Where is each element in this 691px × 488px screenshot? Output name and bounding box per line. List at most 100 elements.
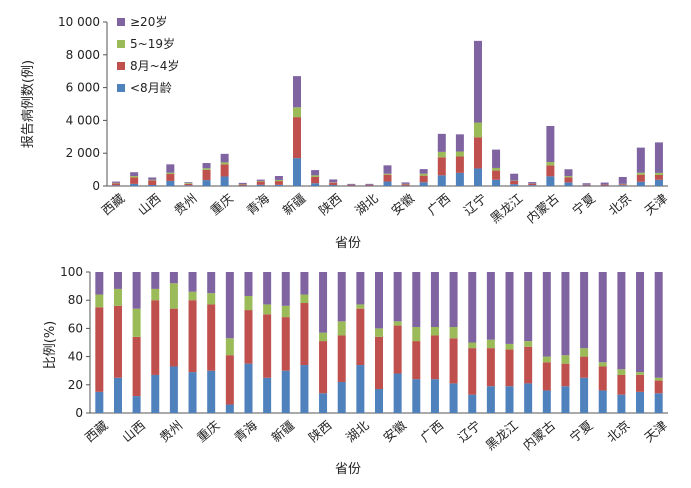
bar-segment-lt8m: [225, 404, 234, 413]
bar-segment-ge20: [473, 40, 482, 123]
bar-segment-lt8m: [636, 391, 645, 413]
bar-segment-m8to4y: [202, 169, 211, 181]
category-label: 贵州: [156, 417, 185, 445]
bar-segment-lt8m: [473, 168, 482, 186]
bar-segment-m8to4y: [281, 317, 290, 371]
category-label: 青海: [231, 417, 260, 445]
bar-segment-lt8m: [95, 391, 104, 413]
y-tick-label: 80: [68, 293, 83, 307]
bar-segment-m8to4y: [356, 308, 365, 366]
bar-segment-y5to19: [636, 372, 645, 375]
category-label: 宁夏: [569, 190, 598, 218]
bar-segment-ge20: [598, 272, 607, 363]
bar-segment-lt8m: [449, 383, 458, 413]
bar-segment-ge20: [561, 272, 570, 356]
bar-segment-m8to4y: [300, 303, 309, 366]
y-tick-label: 10 000: [58, 15, 100, 29]
bar-segment-m8to4y: [112, 183, 121, 186]
bar-segment-ge20: [492, 149, 501, 168]
bar-segment-m8to4y: [238, 184, 247, 186]
bar-segment-y5to19: [564, 176, 573, 178]
bar-segment-ge20: [654, 272, 663, 378]
bar-segment-lt8m: [169, 366, 178, 413]
y-tick-label: 0: [92, 179, 100, 193]
bar-segment-lt8m: [263, 377, 272, 413]
bar-segment-y5to19: [244, 295, 253, 311]
bar-segment-ge20: [505, 272, 514, 344]
bar-segment-ge20: [600, 182, 609, 185]
y-tick-label: 0: [75, 406, 83, 420]
category-label: 广西: [424, 190, 453, 218]
bar-segment-m8to4y: [329, 182, 338, 186]
bar-segment-y5to19: [383, 173, 392, 175]
bar-segment-lt8m: [113, 377, 122, 413]
bar-segment-lt8m: [319, 393, 328, 413]
bar-segment-m8to4y: [654, 175, 663, 180]
bar-segment-lt8m: [598, 390, 607, 413]
bar-segment-m8to4y: [207, 304, 216, 371]
bar-segment-lt8m: [274, 184, 283, 186]
bar-segment-m8to4y: [580, 356, 589, 378]
bar-segment-lt8m: [412, 379, 421, 413]
bar-segment-ge20: [468, 272, 477, 343]
bar-segment-lt8m: [561, 386, 570, 413]
bottom-y-axis-title: 比例(%): [43, 321, 58, 370]
bar-segment-m8to4y: [130, 177, 139, 184]
category-label: 西藏: [82, 417, 111, 445]
bar-segment-m8to4y: [636, 174, 645, 182]
bar-segment-ge20: [113, 272, 122, 289]
bar-segment-ge20: [225, 272, 234, 339]
bar-segment-m8to4y: [220, 164, 229, 177]
bar-segment-y5to19: [546, 162, 555, 166]
bar-segment-ge20: [636, 272, 645, 373]
bar-segment-m8to4y: [375, 336, 383, 390]
bar-segment-y5to19: [419, 173, 428, 176]
bar-segment-m8to4y: [169, 308, 178, 367]
top-x-axis-title: 省份: [335, 236, 361, 251]
bar-segment-ge20: [356, 272, 365, 305]
category-label: 重庆: [194, 417, 223, 445]
bar-segment-ge20: [383, 165, 392, 174]
bar-segment-m8to4y: [473, 137, 482, 169]
category-label: 内蒙古: [520, 417, 558, 453]
bar-segment-y5to19: [207, 293, 216, 305]
bar-segment-lt8m: [281, 370, 290, 413]
bar-segment-ge20: [244, 272, 253, 296]
bar-segment-m8to4y: [132, 336, 141, 397]
category-label: 辽宁: [461, 190, 490, 218]
bar-segment-lt8m: [654, 393, 663, 413]
bar-segment-m8to4y: [546, 165, 555, 177]
bar-segment-ge20: [419, 169, 428, 174]
bar-segment-ge20: [207, 272, 216, 294]
bar-segment-y5to19: [256, 180, 265, 182]
bar-segment-lt8m: [393, 373, 402, 413]
bar-segment-y5to19: [561, 355, 570, 364]
bar-segment-m8to4y: [542, 362, 551, 391]
y-tick-label: 40: [68, 350, 83, 364]
bar-segment-y5to19: [437, 151, 446, 158]
bar-segment-ge20: [184, 182, 193, 184]
bar-segment-lt8m: [636, 181, 645, 186]
bar-segment-y5to19: [220, 162, 229, 165]
bar-segment-y5to19: [188, 291, 197, 301]
bar-segment-lt8m: [510, 184, 519, 186]
bar-segment-y5to19: [113, 288, 122, 306]
bar-segment-lt8m: [130, 183, 139, 186]
bar-segment-ge20: [546, 125, 555, 163]
bar-segment-m8to4y: [468, 348, 477, 395]
bar-segment-m8to4y: [401, 184, 410, 186]
legend-swatch-y5to19: [117, 40, 125, 48]
bar-segment-y5to19: [473, 122, 482, 138]
bar-segment-m8to4y: [365, 185, 374, 186]
bar-segment-m8to4y: [636, 374, 645, 392]
bar-segment-m8to4y: [564, 177, 573, 183]
bar-segment-lt8m: [524, 383, 533, 413]
bar-segment-y5to19: [151, 288, 160, 301]
bar-segment-y5to19: [319, 332, 328, 342]
bar-segment-m8to4y: [654, 380, 663, 394]
legend-swatch-m8to4y: [117, 62, 125, 70]
bar-segment-y5to19: [492, 167, 501, 171]
bar-segment-ge20: [617, 272, 626, 370]
bar-segment-lt8m: [329, 185, 338, 186]
bar-segment-m8to4y: [437, 157, 446, 176]
